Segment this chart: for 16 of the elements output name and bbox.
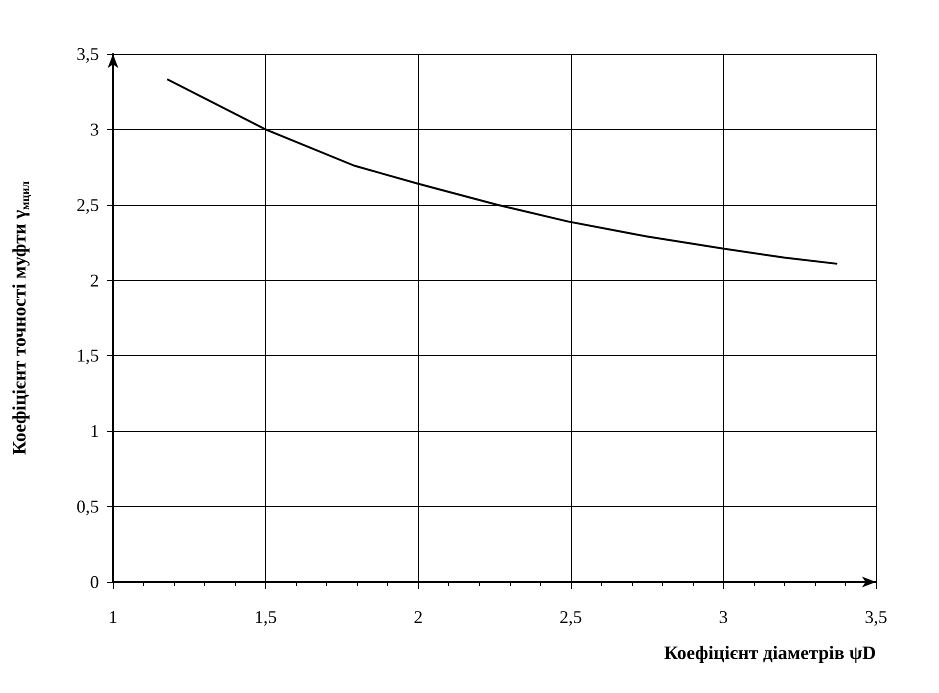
y-tick-label: 3 (90, 119, 99, 140)
y-tick-label: 0,5 (76, 496, 99, 517)
x-tick-label: 2,5 (560, 607, 582, 627)
x-axis-title: Коефіцієнт діаметрів ψD (664, 643, 876, 664)
y-tick-label: 3,5 (76, 44, 99, 64)
y-axis-title: Коефіцієнт точності муфти γмцил (10, 180, 32, 455)
y-tick-label: 1 (90, 421, 99, 442)
y-tick-label: 1,5 (76, 346, 99, 366)
x-tick-label: 3,5 (864, 607, 888, 627)
y-tick-label: 2,5 (76, 194, 99, 215)
x-tick-label: 1,5 (254, 607, 277, 627)
y-tick-label: 2 (90, 270, 99, 290)
y-tick-label: 0 (90, 572, 99, 592)
x-tick-label: 2 (414, 607, 423, 627)
x-tick-label: 3 (718, 607, 728, 627)
x-tick-label: 1 (108, 607, 118, 627)
